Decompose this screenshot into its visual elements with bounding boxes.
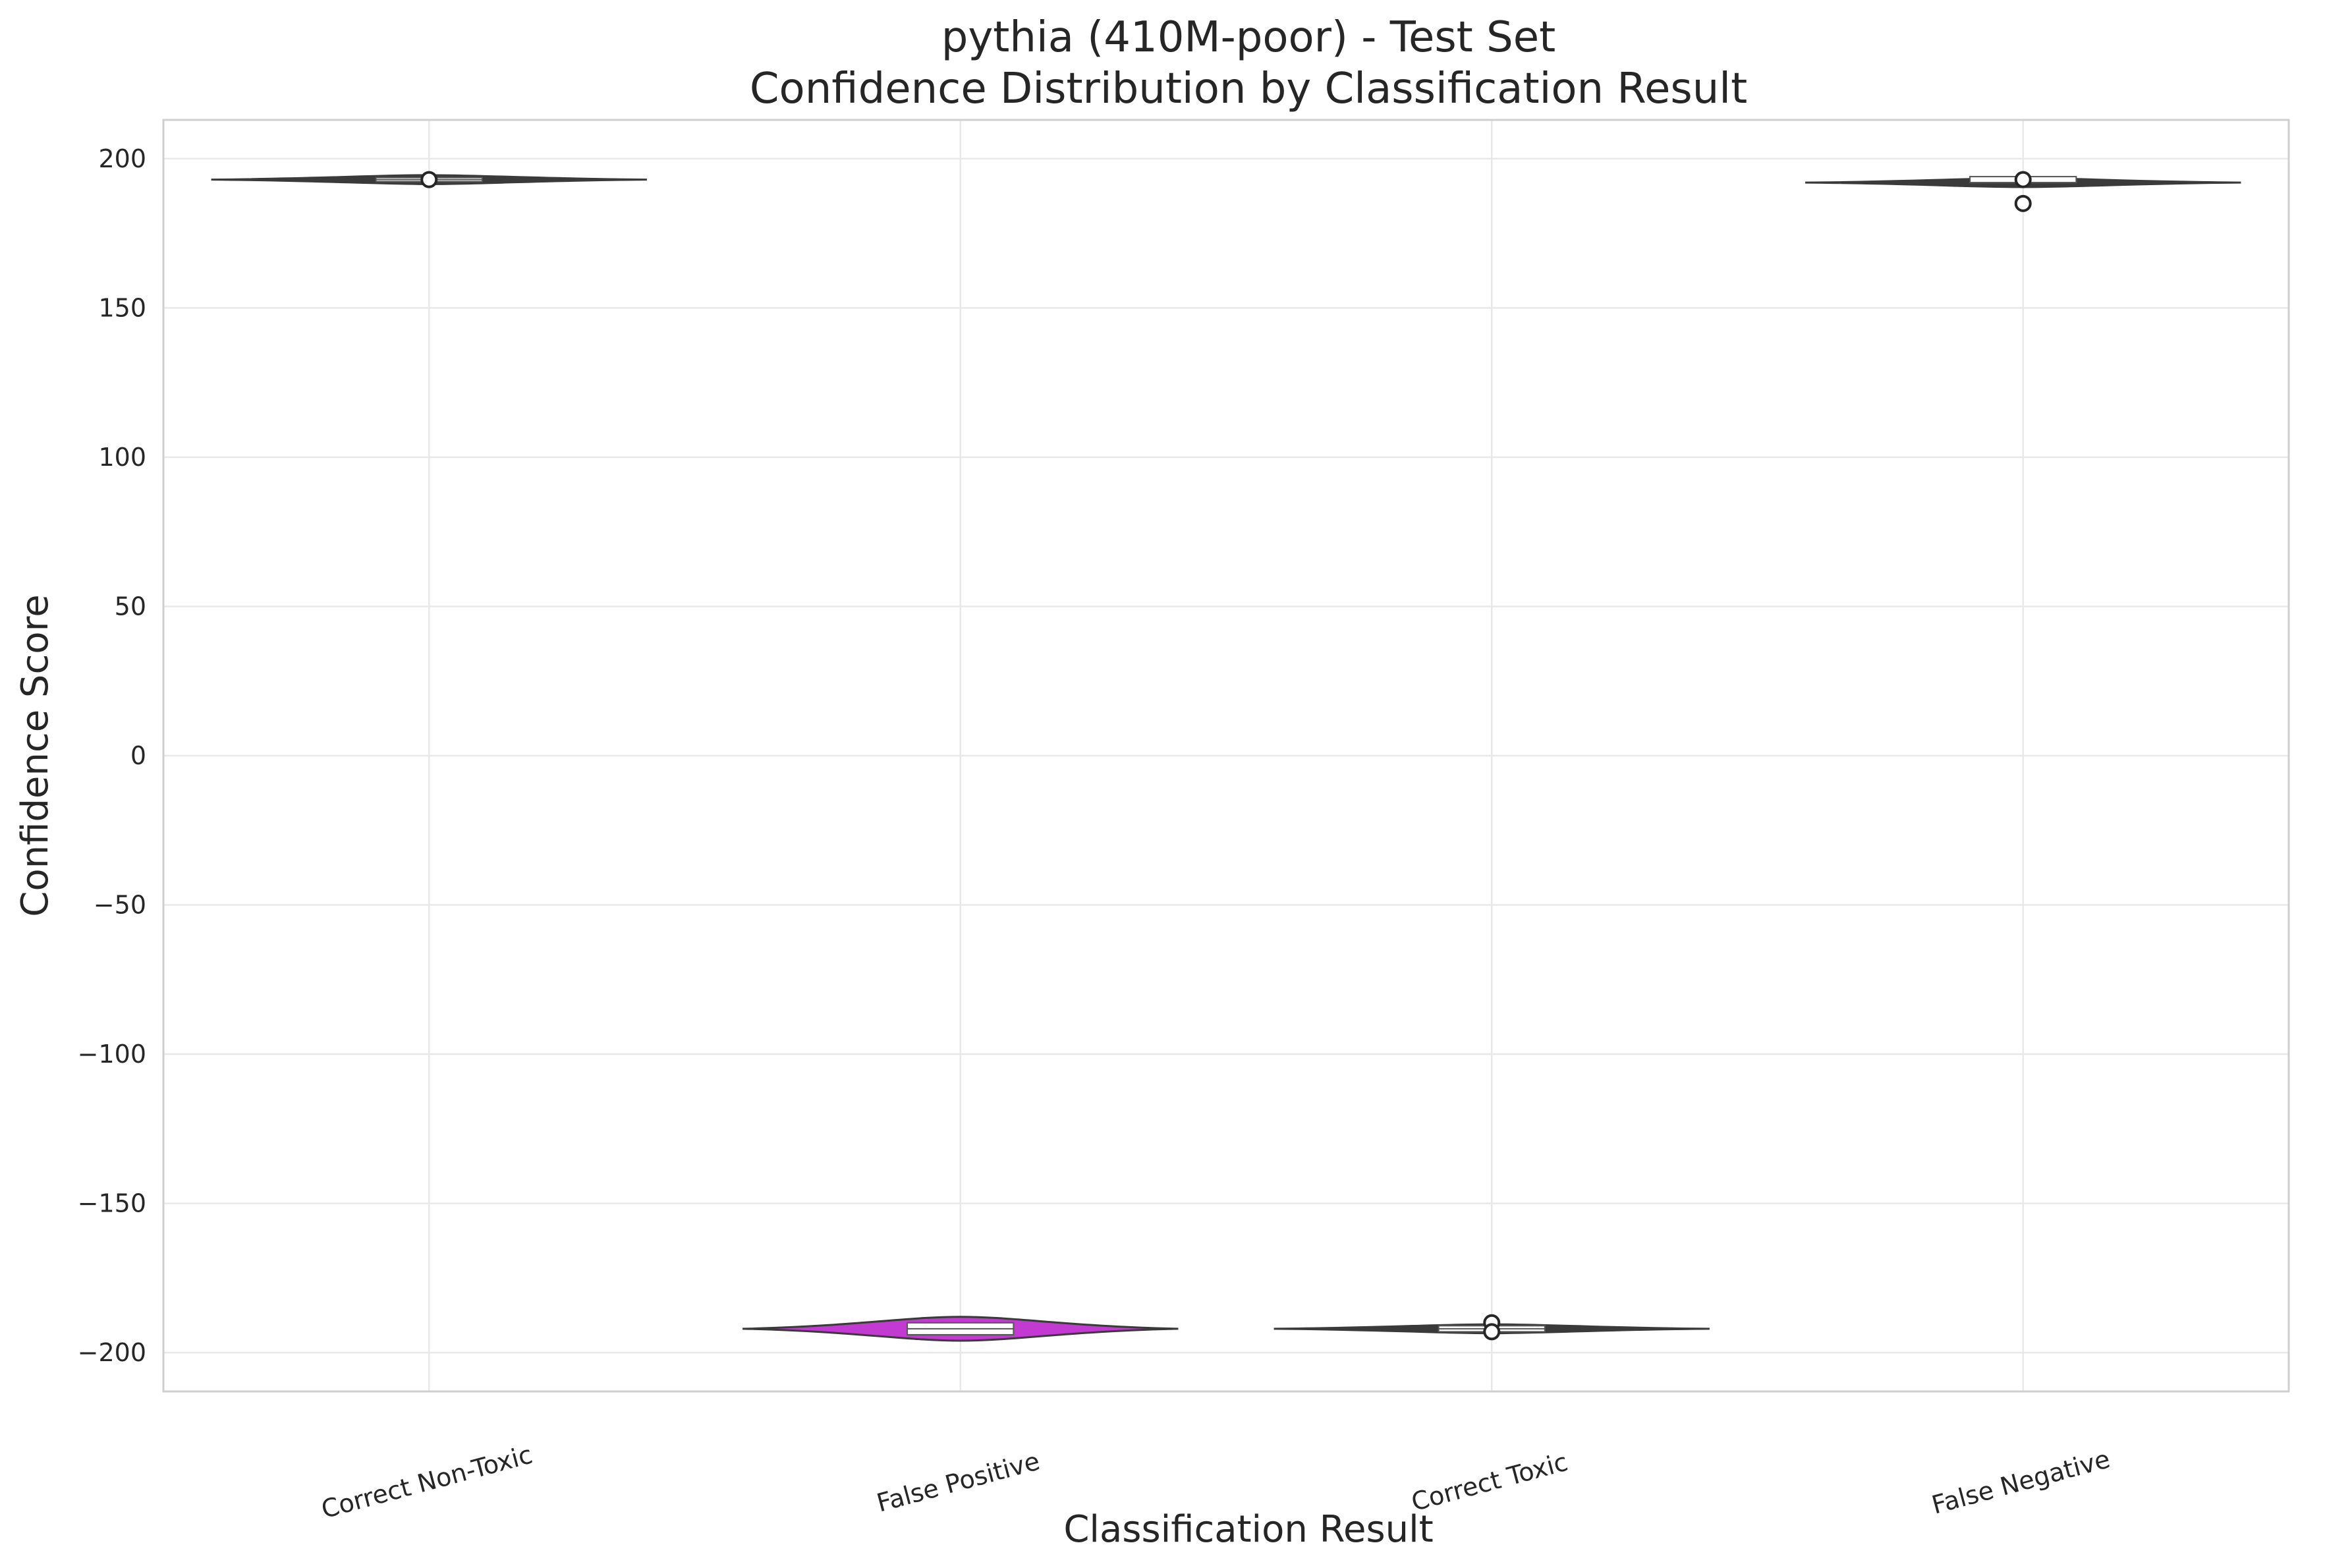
outlier-point bbox=[1483, 1323, 1501, 1341]
violins bbox=[211, 171, 2241, 1342]
x-tick-label: False Negative bbox=[1928, 1444, 2113, 1519]
y-tick-label: 100 bbox=[98, 443, 146, 472]
x-tick-label: Correct Toxic bbox=[1409, 1447, 1571, 1517]
grid bbox=[163, 120, 2289, 1391]
outlier-point bbox=[2014, 194, 2032, 212]
y-tick-label: 200 bbox=[98, 144, 146, 173]
y-tick-label: −200 bbox=[78, 1338, 146, 1367]
y-tick-label: −100 bbox=[78, 1040, 146, 1069]
y-tick-label: 0 bbox=[130, 741, 146, 770]
outlier-point bbox=[420, 171, 438, 188]
y-tick-label: −50 bbox=[94, 891, 146, 920]
y-tick-label: −150 bbox=[78, 1189, 146, 1218]
plot-frame bbox=[162, 119, 2290, 1393]
chart-subtitle: Confidence Distribution by Classificatio… bbox=[750, 65, 1747, 113]
y-tick-label: 150 bbox=[98, 293, 146, 322]
outlier-point bbox=[2014, 171, 2032, 188]
chart-title: pythia (410M-poor) - Test Set bbox=[941, 13, 1555, 62]
y-axis-ticks: 200 150 100 50 0 −50 −100 −150 −200 bbox=[78, 144, 146, 1367]
x-tick-label: False Positive bbox=[874, 1446, 1043, 1517]
y-tick-label: 50 bbox=[115, 592, 146, 621]
y-axis-label: Confidence Score bbox=[14, 594, 57, 917]
x-tick-label: Correct Non-Toxic bbox=[318, 1440, 536, 1525]
x-axis-label: Classification Result bbox=[1063, 1508, 1433, 1551]
